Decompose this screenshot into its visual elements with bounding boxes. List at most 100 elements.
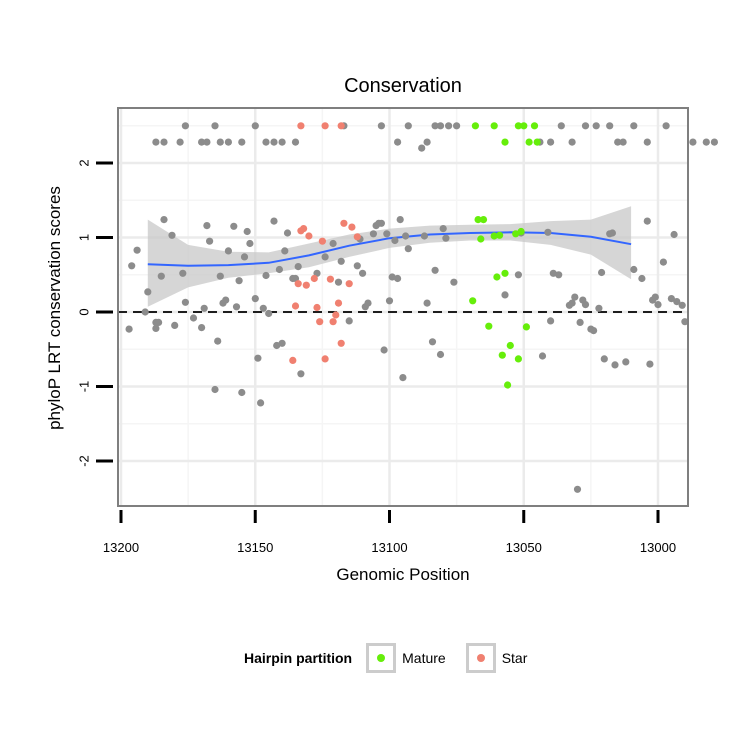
point-star-10: [326, 275, 334, 283]
point-other-63: [431, 266, 439, 274]
point-star-8: [318, 237, 326, 245]
point-other-142: [453, 122, 461, 130]
point-other-30: [262, 271, 270, 280]
point-other-5: [171, 321, 179, 329]
point-mature-10: [504, 381, 512, 389]
point-star-16: [345, 280, 353, 288]
point-other-54: [391, 236, 399, 245]
point-other-8: [189, 314, 198, 322]
x-axis-label: Genomic Position: [336, 565, 469, 584]
data-points: [125, 122, 719, 493]
point-other-40: [294, 263, 302, 271]
point-other-122: [198, 138, 206, 146]
point-other-105: [125, 325, 133, 333]
point-star-6: [313, 303, 321, 312]
point-other-87: [600, 355, 608, 363]
point-other-113: [329, 239, 337, 248]
legend: Hairpin partition Mature Star: [244, 640, 541, 676]
point-other-33: [273, 341, 281, 350]
point-star-11: [329, 318, 337, 326]
point-mature-1: [474, 216, 482, 224]
point-other-55: [394, 274, 402, 283]
legend-title: Hairpin partition: [244, 650, 353, 666]
point-mature-22: [533, 138, 541, 146]
y-axis: -2 -1 0 1 2: [76, 159, 113, 467]
point-star-1: [294, 280, 302, 288]
point-other-116: [345, 317, 353, 325]
point-other-97: [651, 293, 659, 301]
point-mature-0: [469, 297, 477, 305]
point-mature-8: [498, 351, 506, 359]
point-other-27: [254, 354, 262, 362]
y-axis-label: phyloP LRT conservation scores: [45, 186, 64, 430]
point-other-45: [364, 299, 372, 307]
point-other-59: [404, 245, 412, 253]
point-other-136: [404, 122, 412, 130]
y-tick-label-1: -1: [76, 381, 91, 393]
point-other-129: [262, 138, 270, 146]
legend-dot-mature: [377, 654, 386, 662]
point-mature-15: [522, 323, 531, 331]
point-other-29: [259, 304, 267, 312]
point-other-31: [265, 309, 273, 318]
point-other-135: [394, 138, 402, 146]
legend-key-mature: [366, 643, 397, 673]
point-other-115: [337, 257, 345, 265]
point-other-2: [157, 272, 165, 280]
point-other-36: [281, 247, 289, 255]
point-other-50: [380, 346, 388, 354]
point-other-51: [383, 230, 391, 238]
point-other-131: [278, 138, 286, 146]
point-other-151: [619, 138, 627, 146]
point-other-73: [547, 317, 555, 325]
point-mature-3: [479, 216, 488, 224]
point-other-69: [514, 271, 523, 279]
point-star-4: [302, 281, 310, 289]
point-other-132: [291, 138, 300, 146]
x-tick-label-1: 13150: [237, 540, 273, 555]
point-other-15: [216, 272, 224, 280]
point-other-92: [630, 265, 638, 274]
point-other-66: [442, 234, 450, 242]
point-other-12: [206, 237, 214, 245]
point-star-15: [340, 219, 348, 227]
point-other-93: [638, 274, 646, 283]
point-other-23: [240, 253, 249, 261]
point-star-7: [316, 318, 324, 326]
point-other-43: [359, 269, 367, 277]
point-mature-16: [471, 122, 479, 130]
point-other-100: [667, 295, 676, 303]
point-star-18: [353, 233, 361, 241]
point-other-67: [450, 278, 458, 286]
x-axis: 13200 13150 13100 13050 13000: [103, 510, 676, 555]
point-star-12: [332, 311, 340, 319]
point-other-26: [251, 295, 259, 303]
point-other-153: [643, 138, 651, 146]
point-other-65: [439, 225, 447, 233]
point-mature-6: [493, 273, 501, 281]
point-other-145: [557, 122, 565, 130]
point-other-157: [710, 138, 719, 146]
point-other-130: [270, 138, 278, 146]
point-other-53: [388, 273, 396, 281]
x-tick-label-4: 13000: [640, 540, 676, 555]
x-tick-label-0: 13200: [103, 540, 139, 555]
point-other-28: [257, 399, 265, 407]
point-other-52: [385, 297, 394, 305]
point-other-58: [402, 232, 410, 240]
y-tick-label-2: 0: [76, 308, 91, 315]
point-other-0: [152, 324, 160, 332]
x-tick-label-2: 13100: [371, 540, 407, 555]
y-tick-label-3: 1: [76, 234, 91, 241]
point-other-13: [211, 385, 219, 394]
point-other-121: [181, 122, 189, 130]
point-other-4: [168, 231, 176, 239]
point-mature-7: [496, 231, 504, 239]
point-star-9: [321, 355, 329, 363]
point-other-9: [198, 324, 206, 332]
point-star-17: [348, 223, 356, 231]
point-other-118: [152, 138, 160, 146]
point-other-64: [436, 350, 445, 359]
point-other-119: [160, 138, 168, 146]
point-other-134: [377, 122, 385, 130]
